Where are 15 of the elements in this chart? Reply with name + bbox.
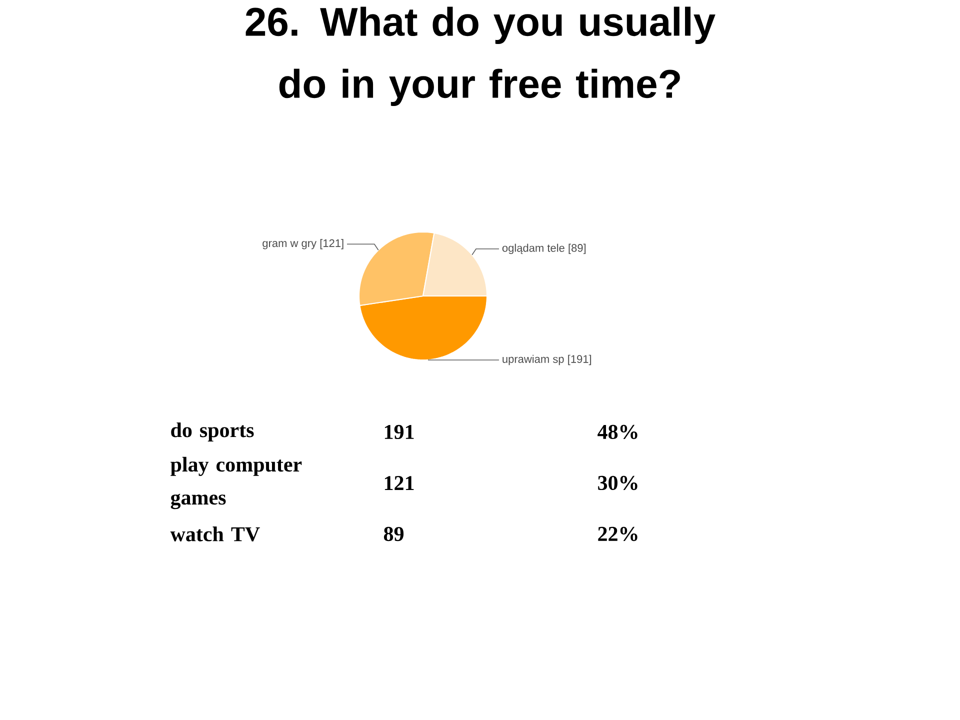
data-label: [191] [568, 354, 592, 366]
chart-title: 26. What do you usually do in your free time? [246, 6, 716, 106]
data-label: [89] [568, 244, 586, 254]
data-label: [121] [320, 239, 344, 250]
text: 121 [384, 476, 414, 490]
text: watch TV [170, 526, 260, 542]
text: 191 [384, 424, 414, 440]
text: 89 [384, 526, 404, 542]
slice-label: uprawiam sp [502, 354, 564, 366]
text: 48% [598, 424, 638, 440]
text: do sports [171, 422, 254, 442]
text: 30% [598, 476, 638, 490]
slice-label: oglądam tele [502, 244, 564, 254]
slice-label: gram w gry [262, 241, 317, 250]
text: 22% [598, 526, 638, 542]
